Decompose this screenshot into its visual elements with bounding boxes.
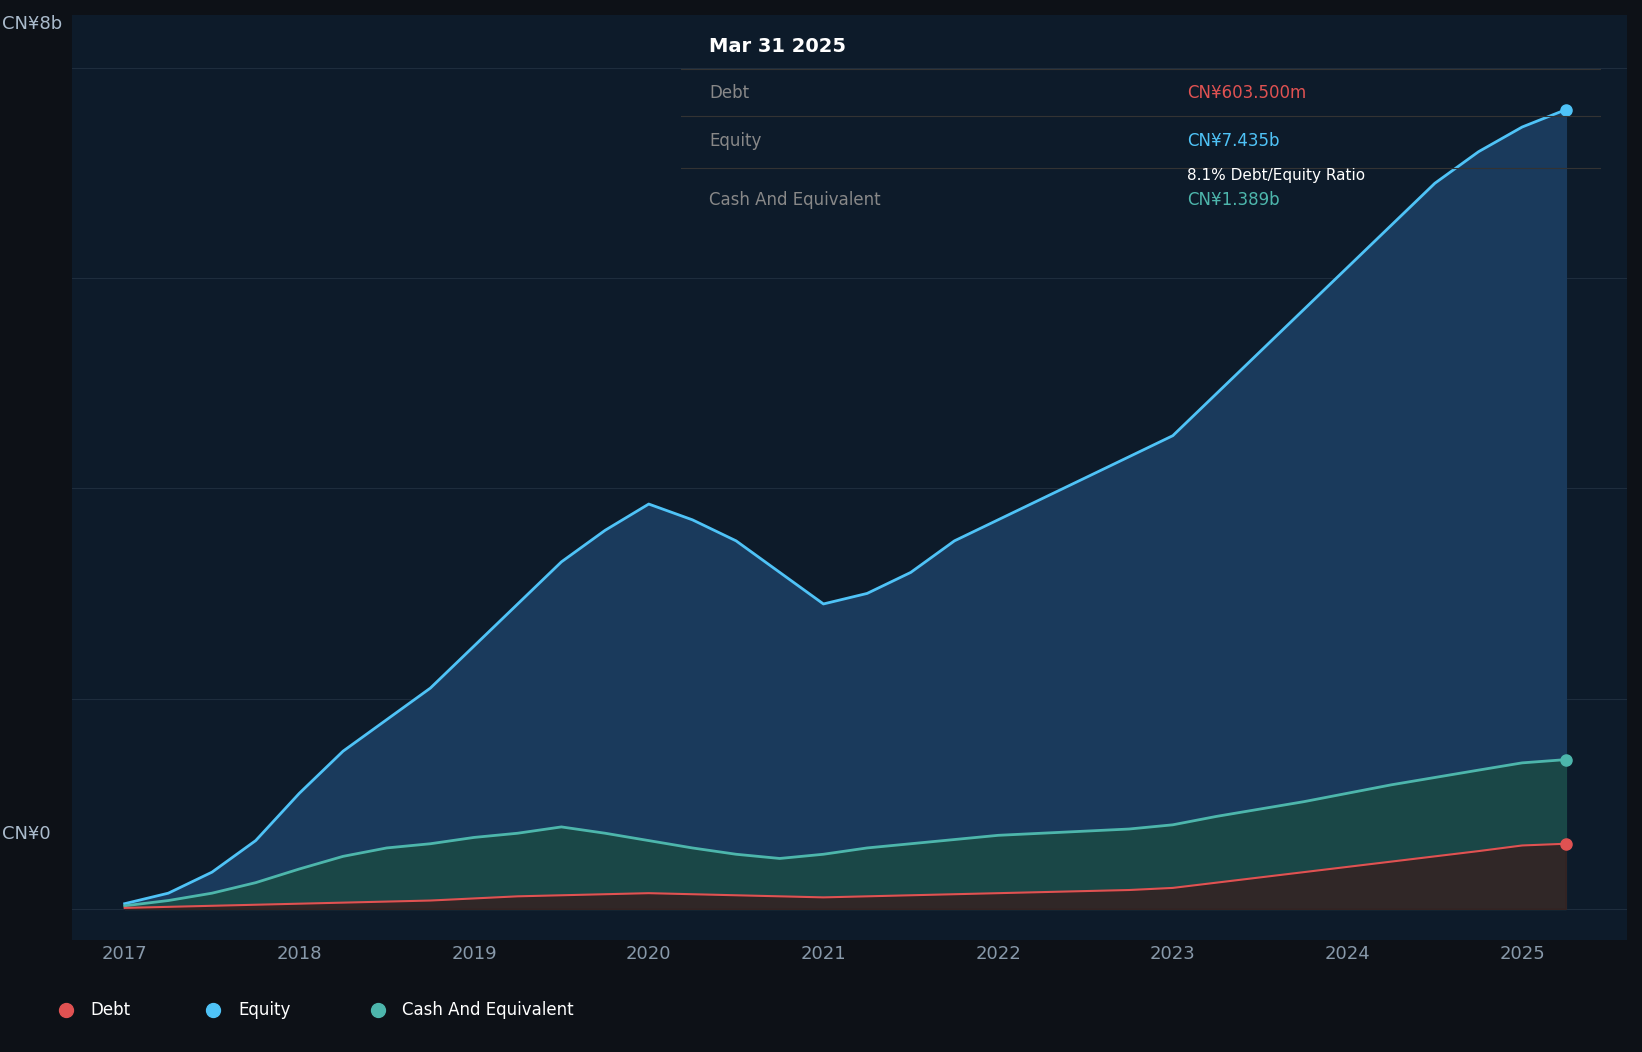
Text: CN¥8b: CN¥8b (2, 15, 62, 33)
Text: CN¥0: CN¥0 (2, 825, 51, 843)
Text: Mar 31 2025: Mar 31 2025 (709, 37, 846, 56)
Text: Equity: Equity (238, 1000, 291, 1019)
Text: Debt: Debt (90, 1000, 130, 1019)
Text: Cash And Equivalent: Cash And Equivalent (402, 1000, 575, 1019)
Text: 8.1% Debt/Equity Ratio: 8.1% Debt/Equity Ratio (1187, 168, 1365, 183)
Text: Equity: Equity (709, 132, 762, 150)
Text: CN¥603.500m: CN¥603.500m (1187, 83, 1307, 102)
Text: CN¥1.389b: CN¥1.389b (1187, 190, 1279, 209)
Text: Cash And Equivalent: Cash And Equivalent (709, 190, 880, 209)
Text: Debt: Debt (709, 83, 749, 102)
Text: CN¥7.435b: CN¥7.435b (1187, 132, 1279, 150)
